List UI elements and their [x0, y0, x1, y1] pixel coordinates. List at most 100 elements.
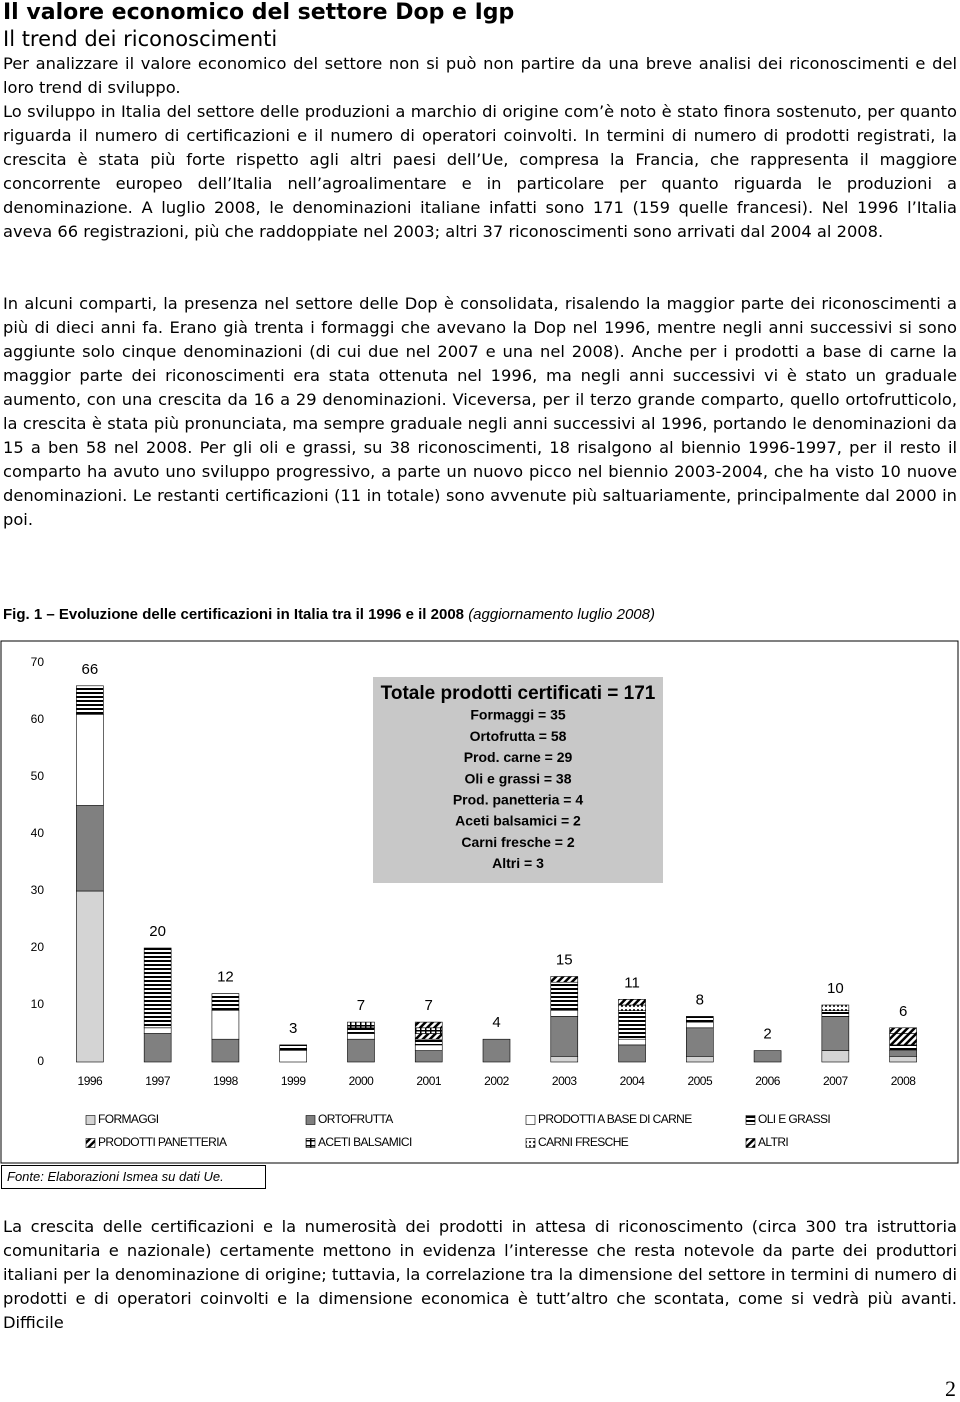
bar-segment: [211, 1010, 240, 1040]
x-tick-label: 2005: [687, 1074, 713, 1088]
y-tick-label: 50: [31, 769, 45, 783]
annotation-line: Aceti balsamici = 2: [455, 813, 581, 829]
annotation-box: [373, 677, 663, 883]
x-tick-label: 2002: [484, 1074, 510, 1088]
annotation-line: Ortofrutta = 58: [470, 728, 567, 744]
annotation-line: Carni fresche = 2: [461, 834, 574, 850]
legend-label: ACETI BALSAMICI: [318, 1135, 412, 1149]
bar-segment: [821, 1016, 850, 1051]
bar-segment: [686, 1027, 714, 1057]
x-tick-label: 2004: [620, 1074, 646, 1088]
bar-segment: [414, 1044, 443, 1051]
bar-segment: [211, 993, 240, 1012]
bar-segment: [211, 1038, 240, 1063]
bar-segment: [143, 947, 172, 1029]
total-label: 10: [827, 980, 844, 997]
legend-label: CARNI FRESCHE: [538, 1135, 629, 1149]
annotation-line: Altri = 3: [492, 855, 544, 871]
bar-segment: [76, 805, 104, 892]
paragraph: La crescita delle certificazioni e la nu…: [3, 1217, 957, 1332]
paragraph: Per analizzare il valore economico del s…: [3, 54, 957, 97]
legend-swatch: [85, 1138, 96, 1148]
page-number: 2: [945, 1376, 956, 1401]
total-label: 8: [696, 991, 704, 1008]
legend-label: PRODOTTI PANETTERIA: [98, 1135, 227, 1149]
legend-label: OLI E GRASSI: [758, 1112, 830, 1126]
source: Fonte: Elaborazioni Ismea su dati Ue.: [1, 1165, 266, 1189]
bar-segment: [618, 1010, 646, 1040]
caption-bold: Fig. 1 – Evoluzione delle certificazioni…: [3, 606, 465, 623]
annotation-title: Totale prodotti certificati = 171: [381, 683, 656, 704]
bar-segment: [686, 1021, 714, 1029]
legend-swatch: [745, 1138, 756, 1148]
bar-segment: [143, 1027, 172, 1034]
y-tick-label: 30: [31, 883, 45, 897]
y-tick-label: 20: [31, 940, 45, 954]
bar-segment: [414, 1050, 443, 1063]
bar-segment: [414, 1021, 443, 1029]
bar-segment: [686, 1016, 714, 1023]
x-tick-label: 1997: [145, 1074, 171, 1088]
legend-swatch: [745, 1115, 756, 1125]
bar-segment: [821, 1010, 850, 1017]
total-label: 15: [556, 951, 573, 968]
legend-label: ALTRI: [758, 1135, 788, 1149]
bar-segment: [347, 1021, 375, 1029]
annotation-line: Oli e grassi = 38: [464, 770, 571, 786]
figure-caption: Fig. 1 – Evoluzione delle certificazioni…: [3, 606, 957, 623]
bar-segment: [889, 1027, 917, 1034]
bar-segment: [76, 685, 104, 715]
bar-segment: [889, 1055, 917, 1063]
bar-segment: [550, 1016, 579, 1057]
legend-swatch: [305, 1138, 316, 1148]
bar-segment: [550, 1010, 579, 1017]
total-label: 7: [357, 997, 365, 1014]
legend-swatch: [305, 1115, 316, 1125]
caption-italic: (aggiornamento luglio 2008): [468, 606, 655, 623]
bar-segment: [76, 714, 104, 806]
bar-segment: [279, 1044, 307, 1051]
bar-segment: [143, 1033, 172, 1063]
annotation-line: Prod. carne = 29: [464, 749, 573, 765]
chart: Totale prodotti certificati = 171 0 10 20 3…: [0, 640, 959, 1164]
bar-segment: [414, 1033, 443, 1040]
x-tick-label: 2003: [552, 1074, 578, 1088]
bar-segment: [618, 1004, 646, 1011]
total-label: 2: [763, 1026, 771, 1043]
bar-segment: [347, 1027, 375, 1034]
total-label: 4: [492, 1014, 500, 1031]
annotation-line: Formaggi = 35: [470, 707, 566, 723]
x-tick-label: 2007: [823, 1074, 849, 1088]
bar-segment: [414, 1027, 443, 1034]
bar-segment: [76, 890, 104, 1063]
bar-segment: [414, 1038, 443, 1046]
total-label: 66: [82, 661, 99, 678]
bar-segment: [753, 1050, 782, 1063]
bar-segment: [482, 1038, 511, 1063]
legend-label: FORMAGGI: [98, 1112, 159, 1126]
bar-segment: [618, 1038, 646, 1046]
total-label: 3: [289, 1020, 297, 1037]
y-tick-label: 40: [31, 826, 45, 840]
legend-swatch: [525, 1138, 536, 1148]
total-label: 6: [899, 1003, 907, 1020]
bar-segment: [618, 1044, 646, 1063]
y-tick-label: 10: [31, 997, 45, 1011]
y-tick-label: 0: [37, 1054, 44, 1068]
legend-swatch: [525, 1115, 536, 1125]
bar-segment: [550, 1055, 579, 1063]
legend-swatch: [85, 1115, 96, 1125]
total-label: 7: [425, 997, 433, 1014]
bar-segment: [821, 1050, 850, 1063]
bar-segment: [279, 1050, 307, 1063]
y-tick-label: 70: [31, 655, 45, 669]
x-tick-label: 1998: [213, 1074, 239, 1088]
bar-segment: [686, 1055, 714, 1063]
x-tick-label: 2006: [755, 1074, 781, 1088]
bar-segment: [347, 1033, 375, 1040]
bar-segment: [821, 1004, 850, 1011]
bar-segment: [889, 1044, 917, 1051]
x-tick-label: 1999: [281, 1074, 307, 1088]
x-tick-label: 2001: [416, 1074, 442, 1088]
